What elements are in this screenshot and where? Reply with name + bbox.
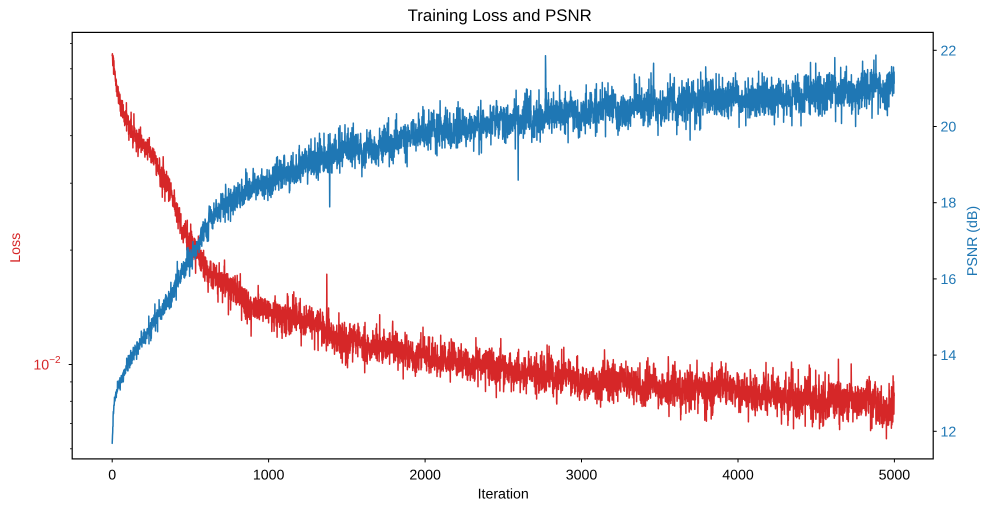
svg-text:0: 0 (108, 468, 116, 484)
svg-text:Loss: Loss (8, 233, 24, 263)
svg-text:20: 20 (941, 120, 957, 136)
svg-text:12: 12 (941, 424, 957, 440)
svg-text:5000: 5000 (879, 468, 911, 484)
svg-text:1000: 1000 (253, 468, 285, 484)
svg-text:22: 22 (941, 43, 957, 59)
svg-text:2000: 2000 (409, 468, 441, 484)
svg-text:PSNR (dB): PSNR (dB) (965, 206, 981, 276)
svg-text:16: 16 (941, 272, 957, 288)
svg-text:18: 18 (941, 196, 957, 212)
svg-text:3000: 3000 (566, 468, 598, 484)
svg-text:14: 14 (941, 348, 957, 364)
svg-text:4000: 4000 (722, 468, 754, 484)
svg-text:Iteration: Iteration (478, 487, 529, 503)
svg-text:Training Loss and PSNR: Training Loss and PSNR (408, 6, 592, 25)
